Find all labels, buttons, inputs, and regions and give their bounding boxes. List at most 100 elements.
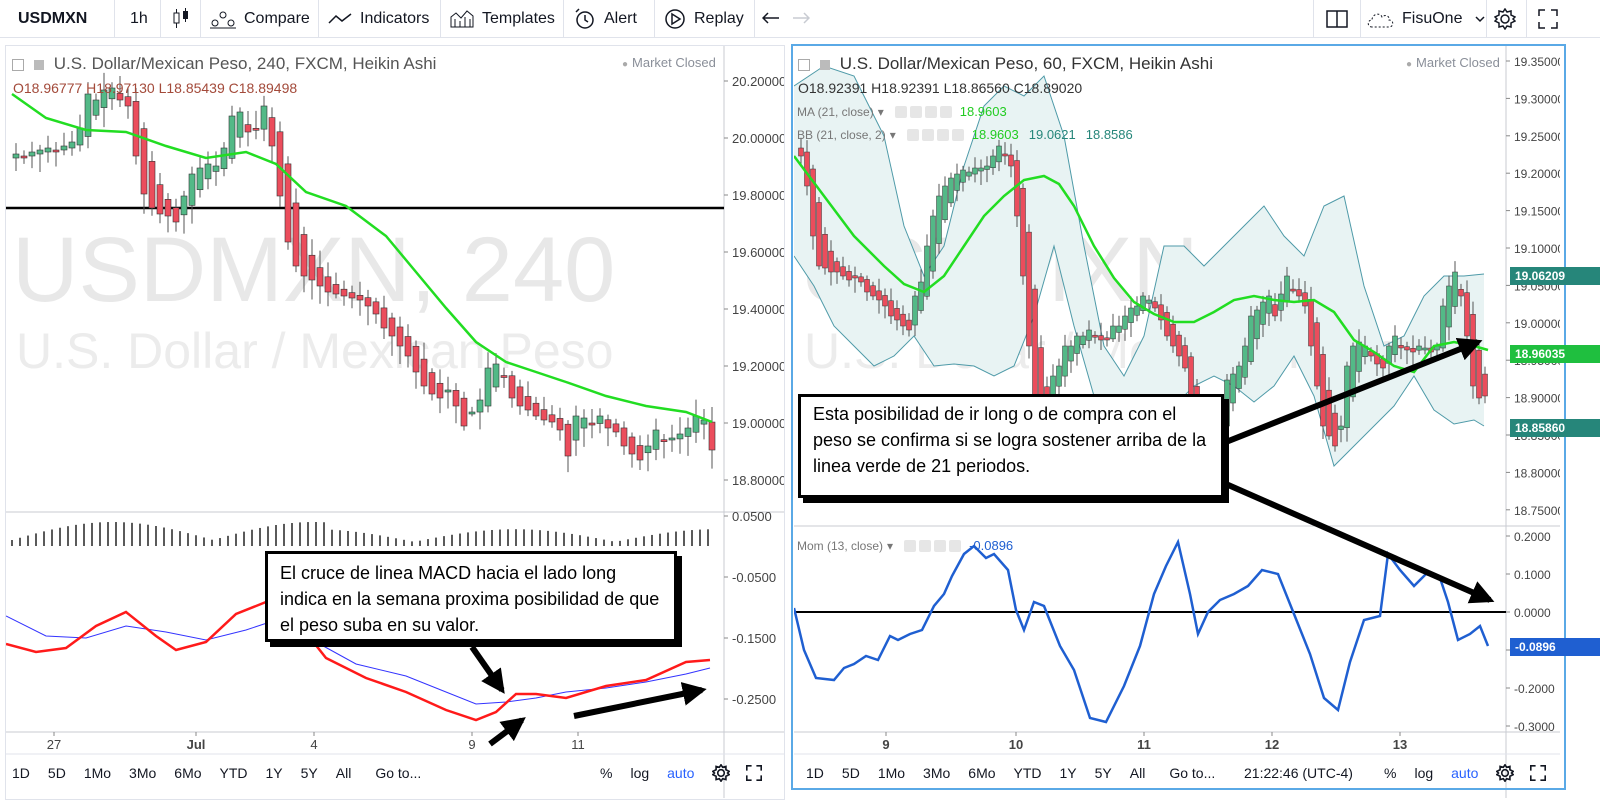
candle-body [852,275,858,279]
candle-body [564,423,572,457]
time-tick-label: 9 [468,737,475,752]
range-all[interactable]: All [335,765,352,781]
range-5d[interactable]: 5D [47,765,66,781]
close-icon[interactable] [939,105,952,118]
range-5y[interactable]: 5Y [1094,765,1112,781]
price-tick-label: 18.80000 [732,473,784,488]
replay-button[interactable]: Replay [664,0,744,38]
eye-icon[interactable] [894,105,907,118]
macd-annotation[interactable]: El cruce de linea MACD hacia el lado lon… [265,551,677,642]
right-chart-legend: U.S. Dollar/Mexican Peso, 60, FXCM, Heik… [798,54,1213,74]
cloud-icon [1367,13,1394,28]
indicators-button[interactable]: Indicators [328,0,429,38]
candle-body [1026,231,1032,347]
range-5y[interactable]: 5Y [300,765,318,781]
candle-body [1146,299,1152,304]
mom-price-tag: -0.0896 [1510,638,1600,656]
gear-icon[interactable] [1496,764,1515,782]
indicators-label: Indicators [360,10,430,27]
bb-legend[interactable]: BB (21, close, 2) ▾ 18.9603 19.0621 18.8… [797,127,1133,142]
compare-label: Compare [244,10,310,27]
redo-button[interactable] [792,0,818,38]
right-chart[interactable]: USDMXN, 60U.S. Dollar / Mexican Peso19.3… [794,46,1560,798]
gear-icon[interactable] [919,539,932,552]
range-1d[interactable]: 1D [806,765,824,781]
range-6mo[interactable]: 6Mo [174,765,202,781]
range-1y[interactable]: 1Y [265,765,283,781]
range-1mo[interactable]: 1Mo [877,765,906,781]
candle-body [628,436,636,455]
time-tick-label: 13 [1393,737,1407,752]
range-1d[interactable]: 1D [12,765,30,781]
range-5d[interactable]: 5D [841,765,860,781]
fullscreen-icon[interactable] [1530,765,1547,781]
candle-body [284,163,292,243]
left-bottom-bar: 1D 5D 1Mo 3Mo 6Mo YTD 1Y 5Y All Go to... [12,756,439,790]
flag-icon[interactable] [33,60,44,71]
candle-body [1314,322,1320,387]
log-toggle[interactable]: log [1414,765,1434,781]
candle-body [828,250,834,273]
interval-button[interactable]: 1h [130,10,148,27]
candle-body [990,155,996,169]
range-3mo[interactable]: 3Mo [923,765,951,781]
symbol-search[interactable]: USDMXN [18,10,88,27]
templates-button[interactable]: Templates [450,0,555,38]
flag-icon[interactable] [819,60,830,71]
candle-body [572,415,580,441]
candle-body [116,93,124,101]
price-tick-label: 19.00000 [732,416,784,431]
gear-icon[interactable] [909,105,922,118]
candle-body [220,147,228,170]
time-tick-label: 9 [882,737,889,752]
eye-icon[interactable] [906,128,919,141]
candle-body [308,254,316,281]
range-ytd[interactable]: YTD [219,765,248,781]
close-icon[interactable] [949,539,962,552]
ma-annotation[interactable]: Esta posibilidad de ir long o de compra … [798,394,1224,498]
candle-body [68,141,76,149]
candle-body [846,271,852,281]
eye-icon[interactable] [904,539,917,552]
account-menu[interactable]: FisuOne [1366,0,1494,38]
gear-icon [1494,8,1516,30]
auto-toggle[interactable]: auto [667,765,695,781]
candle-body [1164,312,1170,337]
plus-icon[interactable] [936,128,949,141]
candle-body [636,445,644,461]
collapse-icon[interactable] [798,59,810,72]
range-ytd[interactable]: YTD [1013,765,1042,781]
gear-icon[interactable] [921,128,934,141]
candle-body [100,89,108,108]
fullscreen-icon[interactable] [746,765,763,781]
chart-style-button[interactable] [172,0,198,38]
mom-tick-label: 0.1000 [1514,568,1551,582]
plus-icon[interactable] [934,539,947,552]
goto-button[interactable]: Go to... [1169,765,1216,781]
collapse-icon[interactable] [12,59,24,72]
settings-button[interactable] [1494,0,1524,38]
fullscreen-button[interactable] [1538,0,1566,38]
mom-legend[interactable]: Mom (13, close) ▾ -0.0896 [797,538,1013,553]
gear-icon[interactable] [712,764,731,782]
range-1y[interactable]: 1Y [1059,765,1077,781]
range-1mo[interactable]: 1Mo [83,765,112,781]
ma-legend[interactable]: MA (21, close) ▾ 18.9603 [797,104,1007,119]
candle-body [1104,337,1110,341]
percent-toggle[interactable]: % [600,765,613,781]
compare-button[interactable]: Compare [210,0,310,38]
divider [160,0,161,38]
log-toggle[interactable]: log [630,765,650,781]
auto-toggle[interactable]: auto [1451,765,1479,781]
plus-icon[interactable] [924,105,937,118]
close-icon[interactable] [951,128,964,141]
percent-toggle[interactable]: % [1384,765,1397,781]
goto-button[interactable]: Go to... [375,765,422,781]
layout-button[interactable] [1326,0,1356,38]
undo-button[interactable] [762,0,788,38]
range-all[interactable]: All [1129,765,1146,781]
range-3mo[interactable]: 3Mo [129,765,157,781]
alert-button[interactable]: Alert [574,0,637,38]
range-6mo[interactable]: 6Mo [968,765,996,781]
